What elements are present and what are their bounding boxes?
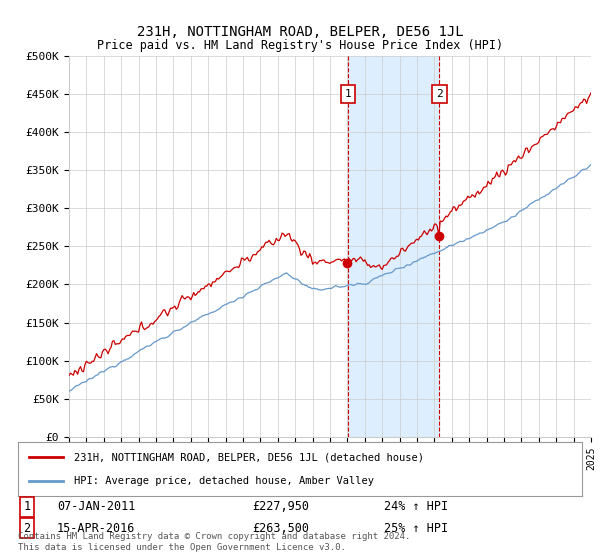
- Text: Contains HM Land Registry data © Crown copyright and database right 2024.
This d: Contains HM Land Registry data © Crown c…: [18, 532, 410, 552]
- Text: HPI: Average price, detached house, Amber Valley: HPI: Average price, detached house, Ambe…: [74, 475, 374, 486]
- Bar: [348, 56, 439, 437]
- Text: 07-JAN-2011: 07-JAN-2011: [57, 500, 136, 514]
- Text: Price paid vs. HM Land Registry's House Price Index (HPI): Price paid vs. HM Land Registry's House …: [97, 39, 503, 52]
- Text: 1: 1: [344, 89, 351, 99]
- Text: 231H, NOTTINGHAM ROAD, BELPER, DE56 1JL (detached house): 231H, NOTTINGHAM ROAD, BELPER, DE56 1JL …: [74, 452, 424, 463]
- Text: £263,500: £263,500: [252, 521, 309, 535]
- Text: 231H, NOTTINGHAM ROAD, BELPER, DE56 1JL: 231H, NOTTINGHAM ROAD, BELPER, DE56 1JL: [137, 25, 463, 39]
- Text: 2: 2: [436, 89, 443, 99]
- Text: 25% ↑ HPI: 25% ↑ HPI: [384, 521, 448, 535]
- Text: £227,950: £227,950: [252, 500, 309, 514]
- Text: 2: 2: [23, 521, 31, 535]
- Text: 15-APR-2016: 15-APR-2016: [57, 521, 136, 535]
- Text: 24% ↑ HPI: 24% ↑ HPI: [384, 500, 448, 514]
- Text: 1: 1: [23, 500, 31, 514]
